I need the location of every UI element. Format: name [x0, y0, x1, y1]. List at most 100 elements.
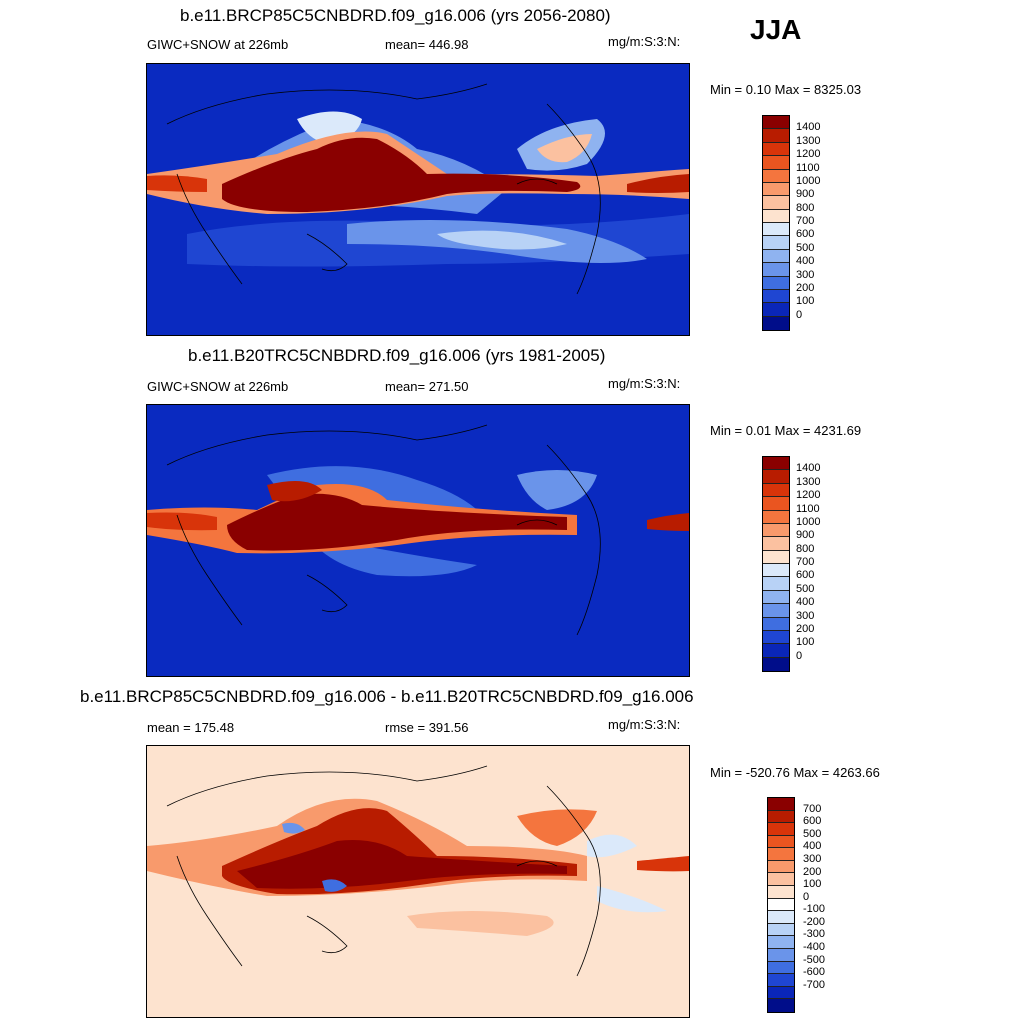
- panel-3-colorbar: [767, 797, 795, 1013]
- colorbar-tick-label: 0: [796, 308, 803, 321]
- panel-1-minmax: Min = 0.10 Max = 8325.03: [710, 82, 862, 97]
- colorbar-tick-label: 1100: [796, 161, 820, 174]
- colorbar-tick-label: 1200: [796, 489, 821, 502]
- colorbar-tick-label: 0: [803, 890, 810, 903]
- colorbar-tick-label: 300: [803, 852, 822, 865]
- colorbar-tick-label: 400: [796, 596, 815, 609]
- panel-3-units: mg/m:S:3:N:: [608, 717, 681, 732]
- colorbar-swatch: [763, 276, 789, 290]
- colorbar-swatch: [763, 182, 789, 197]
- colorbar-swatch: [763, 577, 789, 591]
- colorbar-tick-label: -700: [803, 978, 826, 991]
- colorbar-swatch: [768, 860, 794, 874]
- colorbar-tick-label: 300: [796, 268, 815, 281]
- colorbar-tick-label: 200: [796, 622, 815, 635]
- colorbar-swatch: [768, 798, 794, 811]
- colorbar-swatch: [763, 196, 789, 210]
- colorbar-tick-label: 600: [803, 815, 822, 828]
- season-label: JJA: [750, 14, 802, 45]
- colorbar-swatch: [768, 999, 794, 1012]
- colorbar-tick-label: 1400: [796, 462, 821, 475]
- colorbar-tick-label: 500: [796, 241, 815, 254]
- colorbar-tick-label: 1300: [796, 134, 821, 147]
- colorbar-swatch: [768, 886, 794, 899]
- colorbar-tick-label: 100: [796, 636, 815, 649]
- panel-3-map: [146, 745, 690, 1018]
- colorbar-swatch: [768, 873, 794, 887]
- panel-3-rmse: rmse = 391.56: [385, 720, 469, 735]
- colorbar-swatch: [763, 604, 789, 618]
- colorbar-tick-label: 1000: [796, 174, 821, 187]
- panel-3-minmax: Min = -520.76 Max = 4263.66: [710, 765, 880, 780]
- colorbar-swatch: [763, 470, 789, 484]
- colorbar-tick-label: 700: [796, 215, 815, 227]
- colorbar-swatch: [763, 537, 789, 551]
- colorbar-tick-label: 1400: [796, 121, 821, 134]
- colorbar-tick-label: 1300: [796, 475, 821, 488]
- colorbar-swatch: [768, 911, 794, 924]
- panel-1-map: [146, 63, 690, 336]
- colorbar-swatch: [763, 564, 789, 578]
- colorbar-swatch: [768, 823, 794, 836]
- colorbar-tick-label: -600: [803, 966, 826, 979]
- colorbar-swatch: [768, 810, 794, 824]
- colorbar-swatch: [763, 497, 789, 511]
- colorbar-swatch: [763, 169, 789, 183]
- colorbar-swatch: [763, 316, 789, 330]
- colorbar-tick-label: 100: [796, 295, 815, 308]
- colorbar-swatch: [763, 263, 789, 277]
- colorbar-swatch: [768, 986, 794, 1000]
- colorbar-tick-label: 100: [803, 878, 822, 891]
- colorbar-swatch: [763, 523, 789, 538]
- colorbar-tick-label: -100: [803, 903, 826, 916]
- colorbar-tick-label: 900: [796, 188, 815, 201]
- colorbar-swatch: [763, 142, 789, 157]
- colorbar-swatch: [763, 510, 789, 524]
- colorbar-tick-label: 800: [796, 542, 815, 555]
- colorbar-tick-label: -300: [803, 928, 826, 941]
- colorbar-swatch: [763, 644, 789, 658]
- colorbar-swatch: [763, 303, 789, 317]
- colorbar-tick-label: 700: [803, 802, 822, 815]
- colorbar-swatch: [768, 948, 794, 962]
- colorbar-swatch: [763, 156, 789, 170]
- panel-2-title: b.e11.B20TRC5CNBDRD.f09_g16.006 (yrs 198…: [188, 346, 606, 365]
- colorbar-swatch: [763, 289, 789, 304]
- colorbar-swatch: [763, 630, 789, 645]
- colorbar-swatch: [763, 116, 789, 130]
- colorbar-tick-label: 200: [803, 865, 822, 878]
- panel-2-minmax: Min = 0.01 Max = 4231.69: [710, 423, 862, 438]
- colorbar-swatch: [763, 483, 789, 498]
- colorbar-tick-label: 300: [796, 609, 815, 622]
- panel-1-title: b.e11.BRCP85C5CNBDRD.f09_g16.006 (yrs 20…: [180, 6, 611, 25]
- panel-2-map: [146, 404, 690, 677]
- panel-2-mean: mean= 271.50: [385, 379, 469, 394]
- colorbar-tick-label: 500: [803, 827, 822, 840]
- colorbar-tick-label: -200: [803, 915, 826, 928]
- colorbar-swatch: [763, 590, 789, 605]
- colorbar-tick-label: 500: [796, 582, 815, 595]
- colorbar-tick-label: 1200: [796, 148, 821, 161]
- colorbar-swatch: [768, 923, 794, 937]
- panel-2-variable-label: GIWC+SNOW at 226mb: [147, 379, 289, 394]
- panel-1-variable-label: GIWC+SNOW at 226mb: [147, 37, 289, 52]
- colorbar-swatch: [768, 835, 794, 849]
- colorbar-tick-label: 400: [796, 255, 815, 268]
- colorbar-tick-label: 1000: [796, 515, 821, 528]
- colorbar-tick-label: 600: [796, 569, 815, 582]
- colorbar-tick-label: 800: [796, 201, 815, 214]
- panel-1-units: mg/m:S:3:N:: [608, 34, 681, 49]
- colorbar-tick-label: 700: [796, 556, 815, 568]
- colorbar-swatch: [768, 961, 794, 975]
- panel-1-colorbar: [762, 115, 790, 331]
- colorbar-tick-label: 400: [803, 840, 822, 853]
- colorbar-swatch: [768, 936, 794, 949]
- colorbar-swatch: [763, 223, 789, 237]
- colorbar-tick-label: -400: [803, 941, 826, 954]
- colorbar-tick-label: 1100: [796, 502, 820, 515]
- colorbar-swatch: [768, 974, 794, 987]
- panel-3-title: b.e11.BRCP85C5CNBDRD.f09_g16.006 - b.e11…: [80, 687, 694, 706]
- panel-2-units: mg/m:S:3:N:: [608, 376, 681, 391]
- colorbar-swatch: [763, 457, 789, 471]
- colorbar-swatch: [763, 249, 789, 264]
